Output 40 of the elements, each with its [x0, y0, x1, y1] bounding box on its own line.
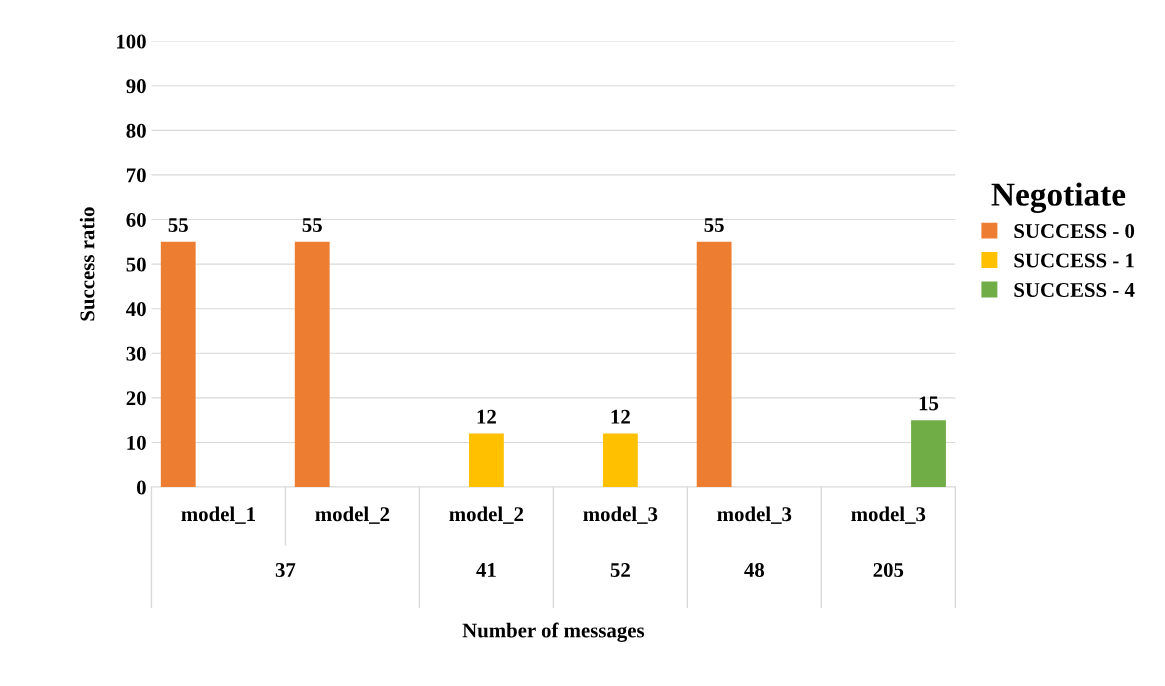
legend-label: SUCCESS - 1 — [1014, 253, 1134, 268]
bar — [696, 241, 732, 488]
data-label: 55 — [302, 218, 322, 233]
x-tick-label: model_3 — [583, 506, 658, 524]
y-tick-label: 70 — [126, 168, 146, 183]
y-tick-label: 30 — [126, 346, 146, 361]
x-tick-label: model_3 — [851, 506, 926, 524]
data-label: 55 — [704, 218, 724, 233]
x-tick-label: model_1 — [181, 506, 255, 524]
bar — [911, 420, 946, 488]
x-tick-label: model_2 — [449, 506, 524, 524]
text: 37 — [275, 563, 296, 577]
data-label: 12 — [477, 409, 496, 424]
y-tick-label: 50 — [126, 257, 146, 272]
data-label: 15 — [919, 396, 939, 411]
y-tick-label: 100 — [117, 34, 146, 49]
legend-label: SUCCESS - 0 — [1014, 224, 1135, 239]
text: 205 — [873, 562, 904, 577]
text: 52 — [610, 563, 630, 577]
y-axis-title: Success ratio — [79, 207, 95, 321]
y-tick-label: 40 — [126, 302, 146, 317]
y-tick-label: 20 — [126, 391, 146, 406]
bar — [468, 433, 504, 488]
bar — [602, 433, 638, 488]
legend-label: SUCCESS - 4 — [1014, 282, 1135, 297]
legend-title: Negotiate — [991, 182, 1126, 213]
bar — [160, 241, 196, 488]
y-tick-label: 80 — [126, 123, 146, 138]
text: 48 — [744, 562, 765, 577]
data-label: 55 — [168, 218, 188, 233]
text: 41 — [476, 563, 496, 577]
x-axis-title: Number of messages — [462, 622, 645, 642]
y-tick-label: 10 — [127, 435, 146, 450]
y-tick-label: 0 — [136, 480, 146, 495]
y-tick-label: 60 — [126, 212, 146, 227]
y-tick-label: 90 — [126, 79, 146, 94]
data-label: 12 — [611, 409, 630, 424]
bar — [294, 241, 330, 488]
x-tick-label: model_3 — [717, 506, 792, 524]
x-tick-label: model_2 — [315, 506, 390, 524]
